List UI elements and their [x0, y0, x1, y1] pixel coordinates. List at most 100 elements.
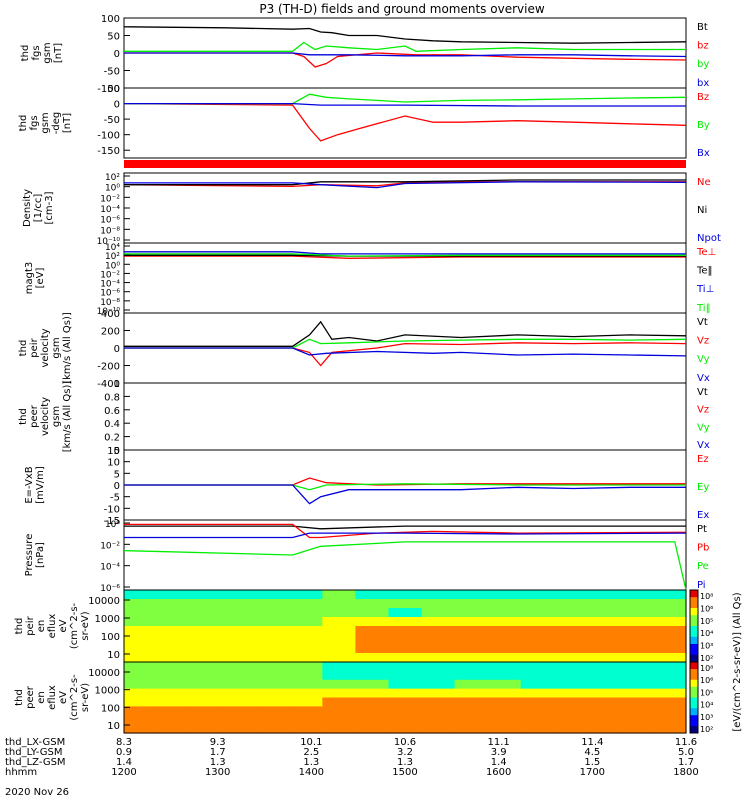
heatmap-cell [355, 688, 390, 699]
y-tick-label: 10² [105, 252, 120, 262]
series-line-Pi [124, 532, 687, 539]
legend-Te‖: Te‖ [696, 266, 713, 277]
panel-peir_spec: 10000 1000 100 10 thd peir en eflux eV (cm^2-s-sr… [14, 589, 687, 663]
heatmap-cell [487, 644, 522, 654]
y-tick-label: 10⁻⁶ [100, 289, 120, 299]
colorbar-cell [690, 708, 698, 713]
colorbar-cell [690, 593, 698, 598]
legend-Pt: Pt [697, 524, 707, 535]
heatmap-cell [421, 697, 456, 707]
y-axis-label: magt3 [24, 262, 35, 295]
colorbar-tick-label: 10⁸ [700, 664, 713, 673]
x-row-value: 3.9 [491, 747, 507, 758]
heatmap-cell [487, 626, 522, 636]
legend-Pe: Pe [697, 561, 709, 572]
colorbar-cell [690, 658, 698, 663]
colorbar-cell [690, 636, 698, 641]
colorbar-cell [690, 629, 698, 634]
colorbar-cell [690, 686, 698, 691]
y-tick-label: 0 [114, 344, 120, 355]
colorbar-cell [690, 672, 698, 677]
heatmap-cell [256, 715, 290, 725]
colorbar-cell [690, 665, 698, 670]
heatmap-cell [454, 608, 489, 618]
heatmap-cell [421, 679, 456, 690]
heatmap-cell [652, 688, 687, 699]
y-tick-label: 1000 [95, 686, 120, 697]
colorbar-cell [690, 590, 698, 595]
heatmap-cell [157, 706, 191, 716]
series-line-Vt [124, 320, 687, 347]
heatmap-cell [124, 599, 158, 609]
heatmap-cell [124, 635, 158, 645]
series-line-Ez [124, 477, 686, 486]
heatmap-cell [586, 670, 621, 681]
heatmap-cell [190, 608, 224, 618]
y-axis-label: [km/s (All Qs)] [62, 381, 73, 453]
heatmap-cell [454, 617, 489, 627]
heatmap-cell [553, 653, 588, 663]
x-row-value: 1.3 [303, 757, 319, 768]
heatmap-cell [124, 617, 158, 627]
heatmap-cell [586, 608, 621, 618]
heatmap-cell [388, 715, 423, 725]
x-row-value: 0.9 [116, 747, 132, 758]
heatmap-cell [553, 590, 588, 600]
heatmap-cell [553, 617, 588, 627]
y-tick-label: -5 [110, 493, 120, 504]
heatmap-cell [520, 608, 555, 618]
y-tick-label: 0.6 [104, 406, 120, 417]
x-row-value: 1.3 [210, 757, 226, 768]
y-tick-label: 10⁻⁴ [100, 280, 120, 290]
y-tick-label: 0 [114, 481, 120, 492]
y-tick-label: -10 [104, 504, 120, 515]
heatmap-cell [223, 608, 257, 618]
heatmap-cell [520, 688, 555, 699]
heatmap-cell [223, 688, 257, 699]
colorbar-cell [690, 622, 698, 627]
heatmap-cell [124, 644, 158, 654]
colorbar-cell [690, 690, 698, 695]
heatmap-cell [355, 590, 390, 600]
y-tick-label: 5 [114, 469, 120, 480]
y-tick-label: -200 [97, 362, 120, 373]
x-row-value: 1600 [486, 767, 511, 778]
heatmap-cell [454, 715, 489, 725]
heatmap-cell [652, 715, 687, 725]
y-tick-label: 10⁻⁶ [100, 216, 120, 226]
heatmap-cell [553, 706, 588, 716]
heatmap-cell [388, 653, 423, 663]
heatmap-cell [520, 644, 555, 654]
colorbar-cell [690, 679, 698, 684]
heatmap-cell [487, 617, 522, 627]
heatmap-cell [652, 679, 687, 690]
heatmap-cell [388, 724, 423, 734]
mode-bar-strip [124, 160, 686, 168]
heatmap-cell [421, 715, 456, 725]
y-tick-label: 10⁻² [100, 541, 120, 551]
heatmap-cell [124, 590, 158, 600]
heatmap-cell [388, 599, 423, 609]
heatmap-cell [619, 697, 654, 707]
series-line-Vy [124, 338, 687, 349]
heatmap-cell [619, 644, 654, 654]
x-row-value: 1.7 [678, 757, 694, 768]
heatmap-cell [223, 653, 257, 663]
heatmap-cell [586, 653, 621, 663]
heatmap-cell [487, 599, 522, 609]
x-row-value: 1500 [392, 767, 417, 778]
heatmap-cell [454, 697, 489, 707]
colorbar-tick-label: 10⁶ [700, 604, 713, 613]
heatmap-cell [619, 653, 654, 663]
y-axis-label: sr-eV) [80, 611, 91, 640]
heatmap-cell [586, 697, 621, 707]
heatmap-cell [223, 635, 257, 645]
heatmap-cell [586, 644, 621, 654]
heatmap-cell [553, 644, 588, 654]
heatmap-cell [223, 590, 257, 600]
y-tick-label: 1000 [95, 614, 120, 625]
heatmap-cell [124, 715, 158, 725]
colorbar-cell [690, 669, 698, 674]
heatmap-cell [256, 626, 290, 636]
